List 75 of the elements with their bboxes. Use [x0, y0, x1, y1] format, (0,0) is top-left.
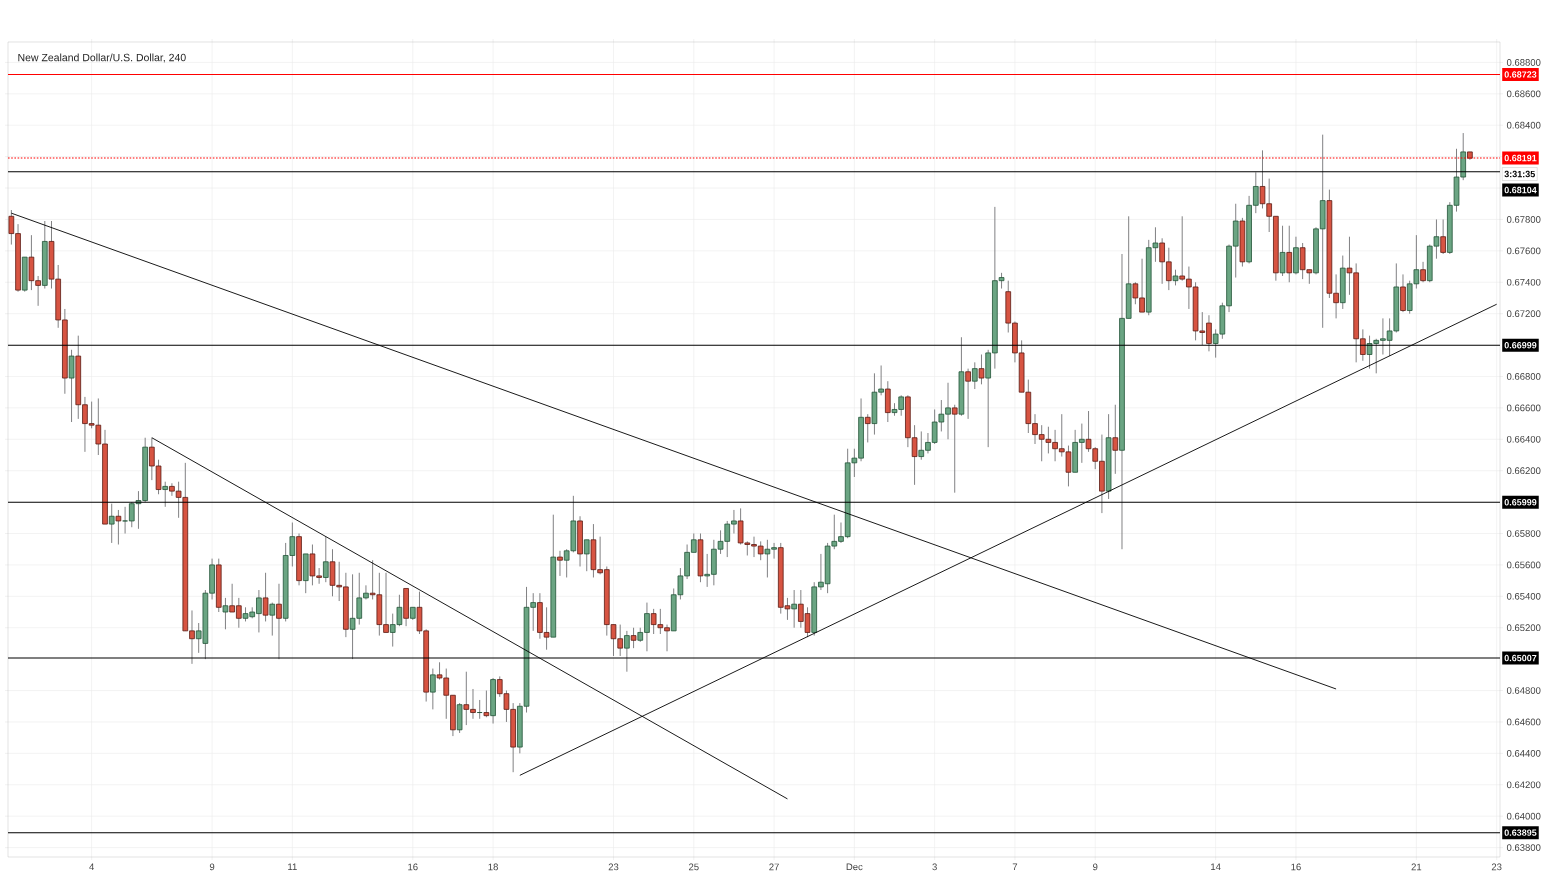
candlestick — [269, 602, 276, 637]
x-tick-label: 25 — [688, 863, 699, 871]
candlestick — [115, 509, 122, 545]
y-tick-label: 0.63800 — [1506, 844, 1541, 851]
x-tick-label: 14 — [1211, 863, 1221, 871]
ref-line-label: 0.65007 — [1504, 654, 1537, 662]
ref-line-label: 0.63895 — [1504, 829, 1537, 836]
text: New Zealand Dollar/U.S. Dollar, 240 — [18, 53, 186, 63]
ref-line-label: 0.66999 — [1504, 342, 1537, 349]
candlestick — [222, 597, 229, 630]
candlestick — [1279, 225, 1286, 277]
candlestick — [1286, 225, 1293, 283]
x-tick-label: 11 — [288, 863, 297, 871]
candlestick — [1420, 261, 1426, 283]
candlestick — [1400, 273, 1406, 313]
y-tick-label: 0.68600 — [1506, 90, 1541, 98]
candlestick — [1440, 218, 1446, 255]
x-tick-label: 4 — [89, 863, 94, 871]
x-tick-label: 9 — [209, 863, 215, 871]
candlestick — [262, 572, 269, 622]
x-tick-label: 16 — [408, 863, 418, 871]
x-tick-label: 21 — [1411, 863, 1422, 871]
x-tick-label: 16 — [1291, 863, 1301, 871]
y-tick-label: 0.66200 — [1506, 467, 1541, 475]
y-tick-label: 0.64800 — [1506, 687, 1541, 694]
candlestick — [557, 550, 563, 577]
candlestick — [323, 536, 329, 583]
y-tick-label: 0.64200 — [1506, 781, 1541, 789]
x-tick-label: Dec — [846, 863, 863, 871]
x-tick-label: 7 — [1012, 863, 1018, 871]
y-tick-label: 0.65400 — [1506, 592, 1541, 600]
y-tick-label: 0.67800 — [1506, 216, 1541, 223]
y-tick-label: 0.68400 — [1506, 121, 1541, 129]
ref-line-label: 0.68104 — [1504, 186, 1537, 194]
candlestick — [630, 627, 637, 649]
ref-line-label: 0.68191 — [1504, 154, 1537, 162]
x-tick-label: 23 — [608, 863, 619, 871]
candlestick — [885, 380, 891, 423]
candlestick — [965, 368, 971, 420]
y-tick-label: 0.66400 — [1506, 435, 1541, 443]
x-tick-label: 3 — [932, 863, 937, 871]
candlestick — [430, 668, 436, 710]
y-tick-label: 0.66600 — [1506, 404, 1541, 412]
candlestick — [108, 503, 115, 544]
candlestick — [1112, 404, 1119, 475]
candlestick — [583, 539, 590, 572]
candlestick — [791, 589, 797, 629]
y-tick-label: 0.66800 — [1506, 373, 1541, 380]
candlestick — [971, 361, 978, 390]
x-tick-label: 9 — [1093, 863, 1098, 871]
candlestick — [122, 506, 128, 534]
y-tick-label: 0.68800 — [1506, 59, 1541, 66]
y-tick-label: 0.65200 — [1506, 624, 1541, 632]
x-tick-label: 27 — [769, 863, 779, 871]
candlestick — [624, 630, 630, 673]
candlestick — [68, 349, 75, 423]
y-tick-label: 0.67600 — [1506, 247, 1541, 255]
text: 3:31:35 — [1504, 170, 1535, 178]
x-tick-label: 23 — [1491, 863, 1502, 871]
ref-line-label: 0.68723 — [1504, 71, 1537, 78]
y-tick-label: 0.65600 — [1506, 561, 1541, 569]
y-tick-label: 0.64000 — [1506, 812, 1541, 820]
candlestick — [978, 354, 985, 385]
candlestick — [951, 404, 958, 494]
x-tick-label: 18 — [488, 863, 498, 871]
ref-line-label: 0.65999 — [1504, 499, 1537, 506]
y-tick-label: 0.67400 — [1506, 278, 1541, 286]
y-tick-label: 0.67200 — [1506, 310, 1541, 318]
y-tick-label: 0.65800 — [1506, 530, 1541, 537]
candlestick — [276, 583, 282, 660]
y-tick-label: 0.64600 — [1506, 718, 1541, 726]
y-tick-label: 0.64400 — [1506, 749, 1541, 757]
candlestick — [864, 413, 871, 443]
candlestick — [483, 690, 490, 718]
candlestick — [162, 481, 169, 508]
